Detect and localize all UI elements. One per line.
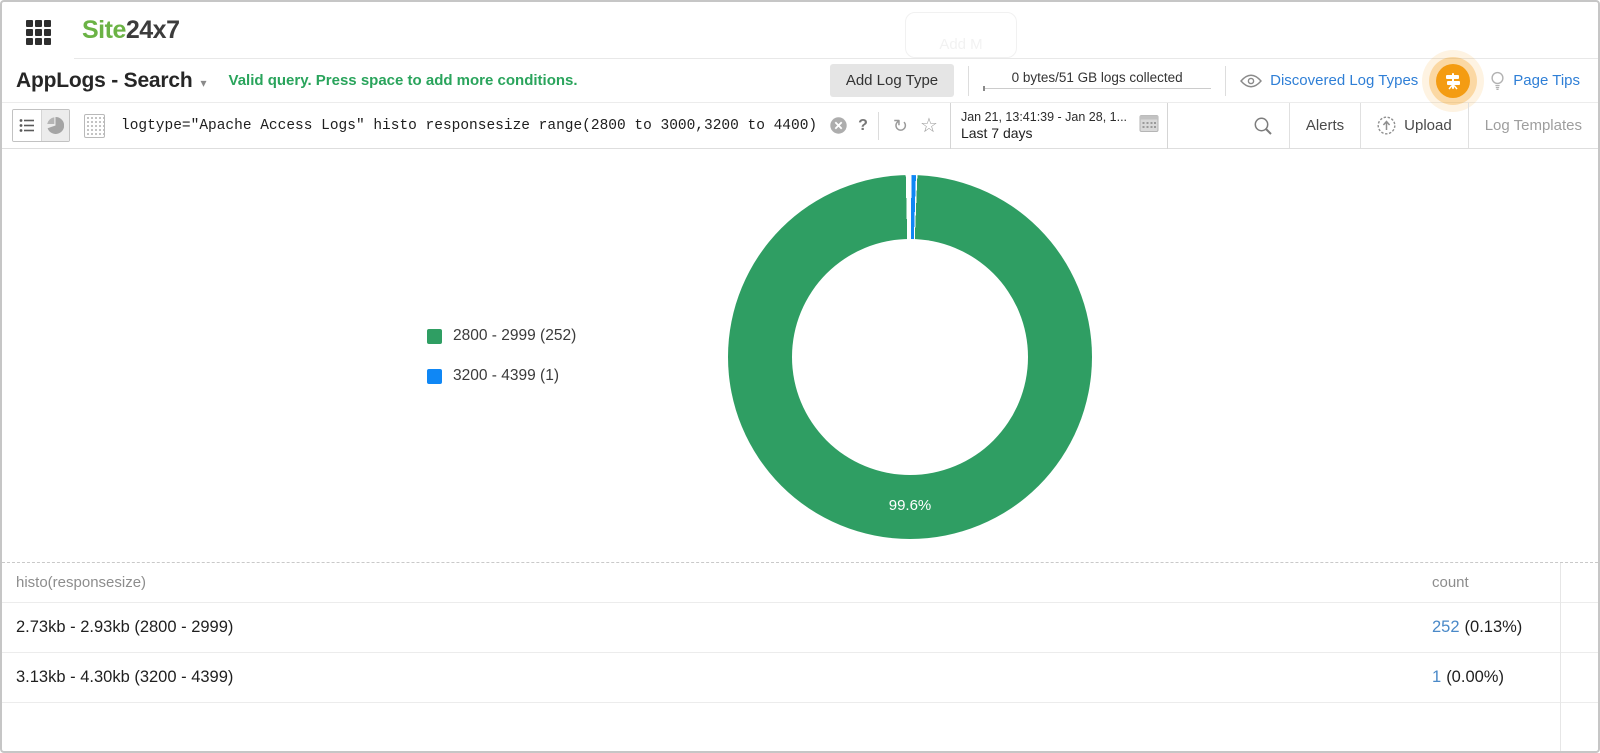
topbar-divider [74, 58, 1598, 59]
legend-swatch-blue [427, 368, 442, 384]
date-preset-value: Last 7 days [960, 125, 1033, 141]
chart-view-button[interactable] [41, 110, 69, 141]
page-tips-label: Page Tips [1513, 72, 1580, 89]
alerts-label: Alerts [1305, 117, 1345, 134]
view-toggle [12, 109, 70, 142]
donut-percent-label: 99.6% [888, 497, 932, 514]
lightbulb-icon [1490, 71, 1505, 91]
clear-query-icon[interactable] [829, 116, 848, 135]
legend-item[interactable]: 3200 - 4399 (1) [427, 367, 576, 385]
count-link[interactable]: 252 [1432, 618, 1460, 636]
table-row: 3.13kb - 4.30kb (3200 - 4399) 1 (0.00%) [2, 653, 1598, 703]
query-help-icon[interactable]: ? [858, 116, 868, 134]
count-cell: 1 (0.00%) [1432, 668, 1598, 687]
query-input[interactable]: logtype="Apache Access Logs" histo respo… [121, 117, 818, 134]
upload-label: Upload [1404, 117, 1452, 134]
divider [877, 111, 879, 140]
eye-icon [1240, 74, 1263, 88]
chevron-down-icon: ▾ [200, 75, 207, 90]
donut-chart: 99.6% [728, 175, 1092, 539]
table-header-row: histo(responsesize) count [2, 563, 1598, 603]
chart-area: 2800 - 2999 (252) 3200 - 4399 (1) 99.6% [2, 149, 1598, 562]
legend-label: 3200 - 4399 (1) [453, 367, 559, 384]
guidance-signpost-icon[interactable] [1436, 63, 1471, 98]
query-status-message: Valid query. Press space to add more con… [228, 72, 578, 89]
logo-text-dark: 24x7 [125, 16, 180, 44]
fading-tooltip: Add M [905, 12, 1017, 58]
chart-legend: 2800 - 2999 (252) 3200 - 4399 (1) [427, 327, 576, 407]
donut-hole [792, 239, 1028, 475]
upload-button[interactable]: Upload [1360, 103, 1468, 148]
column-header-count: count [1432, 574, 1469, 591]
date-range-value: Jan 21, 13:41:39 - Jan 28, 1... [960, 110, 1128, 124]
bucket-cell: 3.13kb - 4.30kb (3200 - 4399) [16, 668, 234, 686]
page-title: AppLogs - Search [16, 68, 193, 92]
page-tips-link[interactable]: Page Tips [1490, 71, 1580, 91]
usage-progress-tick [983, 86, 986, 91]
site24x7-logo[interactable]: Site24x7 [82, 16, 180, 45]
usage-label: 0 bytes/51 GB logs collected [1011, 70, 1183, 85]
date-range-text: Jan 21, 13:41:39 - Jan 28, 1... Last 7 d… [961, 110, 1133, 141]
list-view-icon [19, 119, 34, 132]
table-right-divider [1560, 563, 1561, 751]
top-bar: Site24x7 Add M [2, 2, 1598, 59]
logo-text-green: Site [82, 16, 126, 44]
count-percent: (0.13%) [1464, 618, 1523, 636]
count-cell: 252 (0.13%) [1432, 618, 1598, 637]
divider [968, 65, 970, 96]
usage-meter: 0 bytes/51 GB logs collected [983, 70, 1212, 91]
calendar-icon [1139, 113, 1159, 138]
legend-item[interactable]: 2800 - 2999 (252) [427, 327, 576, 345]
pie-chart-icon [47, 117, 64, 134]
legend-swatch-green [427, 328, 442, 344]
divider [1225, 65, 1227, 96]
log-templates-button[interactable]: Log Templates [1467, 103, 1598, 148]
query-bar: logtype="Apache Access Logs" histo respo… [2, 102, 1598, 149]
count-link[interactable]: 1 [1432, 668, 1442, 686]
header-actions: Add Log Type 0 bytes/51 GB logs collecte… [829, 63, 1598, 98]
save-query-star-icon[interactable]: ☆ [920, 114, 938, 137]
column-header-bucket: histo(responsesize) [16, 574, 147, 591]
usage-progress-bar [983, 86, 1212, 91]
search-button[interactable] [1237, 103, 1289, 148]
upload-icon [1377, 116, 1396, 135]
guidance-highlight [1436, 63, 1471, 98]
page-title-dropdown[interactable]: AppLogs - Search ▾ [16, 69, 207, 93]
discovered-log-types-label: Discovered Log Types [1270, 72, 1419, 89]
results-table: histo(responsesize) count 2.73kb - 2.93k… [2, 562, 1598, 751]
alerts-button[interactable]: Alerts [1288, 103, 1360, 148]
search-icon [1254, 117, 1272, 135]
page-header: AppLogs - Search ▾ Valid query. Press sp… [2, 59, 1598, 103]
legend-label: 2800 - 2999 (252) [453, 327, 577, 344]
date-range-picker[interactable]: Jan 21, 13:41:39 - Jan 28, 1... Last 7 d… [949, 102, 1168, 149]
log-pattern-icon[interactable] [84, 113, 105, 138]
add-log-type-button[interactable]: Add Log Type [829, 64, 955, 97]
bucket-cell: 2.73kb - 2.93kb (2800 - 2999) [16, 618, 234, 636]
rerun-query-icon[interactable]: ↻ [892, 115, 908, 136]
log-templates-label: Log Templates [1484, 117, 1582, 134]
app-grid-icon[interactable] [26, 20, 51, 45]
querybar-right-actions: Alerts Upload Log Templates [1237, 103, 1598, 148]
table-row: 2.73kb - 2.93kb (2800 - 2999) 252 (0.13%) [2, 603, 1598, 653]
discovered-log-types-link[interactable]: Discovered Log Types [1240, 72, 1418, 89]
list-view-button[interactable] [13, 110, 41, 141]
count-percent: (0.00%) [1446, 668, 1504, 686]
